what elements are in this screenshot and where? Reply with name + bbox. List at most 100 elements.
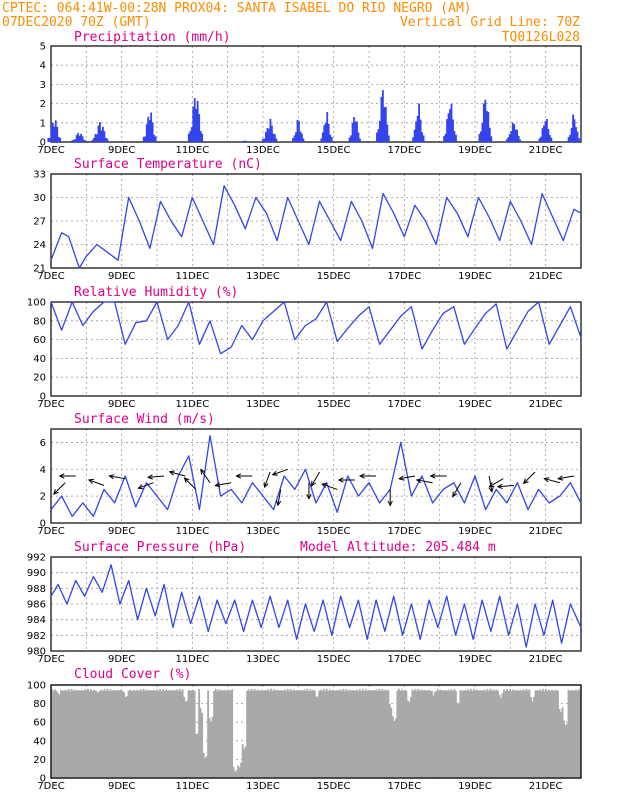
cloud-cover-bar xyxy=(231,689,234,778)
cloud-cover-bar xyxy=(75,690,77,778)
y-tick-label: 3 xyxy=(40,80,46,91)
y-tick-label: 30 xyxy=(33,193,46,204)
cloud-cover-bar xyxy=(351,690,354,778)
cloud-cover-bar xyxy=(285,690,288,778)
cloud-cover-bar xyxy=(315,696,318,778)
x-tick-label: 13DEC xyxy=(246,271,280,282)
cloud-cover-bar xyxy=(256,689,259,778)
y-tick-label: 0 xyxy=(40,392,46,403)
cloud-cover-bar xyxy=(363,691,366,778)
cloud-cover-bar xyxy=(489,688,492,778)
cloud-cover-bar xyxy=(393,721,396,778)
cloud-cover-bar xyxy=(566,723,568,778)
wind-arrow xyxy=(398,475,416,481)
cloud-cover-bar xyxy=(249,690,252,778)
wind-arrow-head xyxy=(87,478,94,484)
cloud-cover-bar xyxy=(93,689,95,778)
x-tick-label: 21DEC xyxy=(529,526,563,537)
precipitation-bar xyxy=(145,124,148,142)
cloud-cover-bar xyxy=(533,696,535,778)
cloud-cover-bar xyxy=(436,689,439,778)
cloud-cover-bar xyxy=(193,690,196,778)
precipitation-bar xyxy=(354,121,357,142)
x-tick-label: 15DEC xyxy=(317,271,351,282)
wind-arrow xyxy=(53,482,66,495)
panel-frame xyxy=(50,45,582,143)
precipitation-bar xyxy=(356,121,358,142)
cloud-cover-bar xyxy=(105,691,107,778)
wind-arrow-head xyxy=(235,473,242,479)
cloud-cover-bar xyxy=(406,700,409,778)
cloud-cover-bar xyxy=(506,689,508,778)
cloud-cover-bar xyxy=(342,688,345,778)
precipitation-bar xyxy=(482,103,485,142)
wind-arrow xyxy=(452,482,462,498)
wind-arrow xyxy=(543,477,560,484)
x-tick-label: 9DEC xyxy=(108,145,135,156)
x-tick-label: 11DEC xyxy=(175,145,209,156)
wind-arrow-head xyxy=(200,468,206,475)
model-altitude-label: Model Altitude: 205.484 m xyxy=(300,540,496,555)
pressure-panel: Surface Pressure (hPa) Model Altitude: 2… xyxy=(27,540,582,665)
x-tick-label: 11DEC xyxy=(175,654,209,665)
wind-arrow-head xyxy=(321,482,328,488)
cloud-cover-bar xyxy=(557,690,559,778)
precipitation-bar xyxy=(103,131,106,142)
precipitation-bar xyxy=(421,132,423,142)
cloud-cover-bar xyxy=(138,690,140,778)
cloud-cover-bar xyxy=(201,712,204,778)
y-tick-label: 33 xyxy=(33,170,46,181)
cloud-cover-bar xyxy=(490,691,493,778)
cloud-cover-bar xyxy=(112,690,115,778)
cloud-cover-bar xyxy=(525,688,528,778)
wind-arrow-shaft xyxy=(523,471,536,484)
wind-arrow xyxy=(276,489,282,507)
cloud-cover-bar xyxy=(463,690,466,778)
cloud-cover-bar xyxy=(280,690,283,778)
cloud-cover-bar xyxy=(454,690,457,778)
cloud-cover-bar xyxy=(312,689,315,778)
cloud-cover-bar xyxy=(286,689,289,778)
wind-arrow xyxy=(108,474,126,480)
cloud-cover-bar xyxy=(450,689,453,778)
x-tick-label: 7DEC xyxy=(37,781,64,792)
temperature-panel: Surface Temperature (nC) 21 24 27 30 33 7DEC 9… xyxy=(33,157,582,282)
cloud-cover-bar xyxy=(51,688,53,778)
precipitation-bar xyxy=(104,137,107,142)
cloud-cover-bar xyxy=(492,689,495,778)
cloud-cover-bar xyxy=(531,701,534,778)
precipitation-bar xyxy=(422,135,425,142)
precipitation-bar xyxy=(243,140,246,142)
cloud-cover-bar xyxy=(160,691,163,778)
x-tick-label: 13DEC xyxy=(246,654,280,665)
x-tick-label: 13DEC xyxy=(246,145,280,156)
y-tick-label: 2 xyxy=(40,99,46,110)
precipitation-bar xyxy=(513,124,516,142)
y-tick-label: 0 xyxy=(40,774,46,785)
wind-arrow-shaft xyxy=(264,471,271,488)
cloud-cover-bar xyxy=(114,690,116,778)
precipitation-bar xyxy=(327,123,330,142)
cloud-cover-bar xyxy=(81,689,83,778)
wind-arrow-shaft xyxy=(109,475,126,480)
cloud-cover-bar xyxy=(241,744,244,778)
precipitation-bar xyxy=(485,110,488,142)
x-tick-label: 17DEC xyxy=(387,145,421,156)
y-tick-label: 5 xyxy=(40,42,46,53)
temperature-line xyxy=(50,185,582,269)
wind-arrow-head xyxy=(263,481,269,489)
y-tick-label: 21 xyxy=(33,264,46,275)
cloud-cover-bar xyxy=(255,690,258,778)
cloud-cover-bar xyxy=(364,689,367,778)
x-tick-label: 19DEC xyxy=(458,781,492,792)
precipitation-bar xyxy=(102,126,104,142)
wind-arrow-head xyxy=(358,473,365,479)
cloud-cover-bar xyxy=(424,690,427,778)
cloud-cover-bar xyxy=(262,690,265,778)
cloud-cover-bar xyxy=(563,720,565,778)
cloud-cover-bar xyxy=(495,689,498,778)
cloud-cover-bar xyxy=(412,690,415,778)
cloud-cover-bar xyxy=(560,712,562,778)
cloud-cover-bar xyxy=(145,689,148,778)
